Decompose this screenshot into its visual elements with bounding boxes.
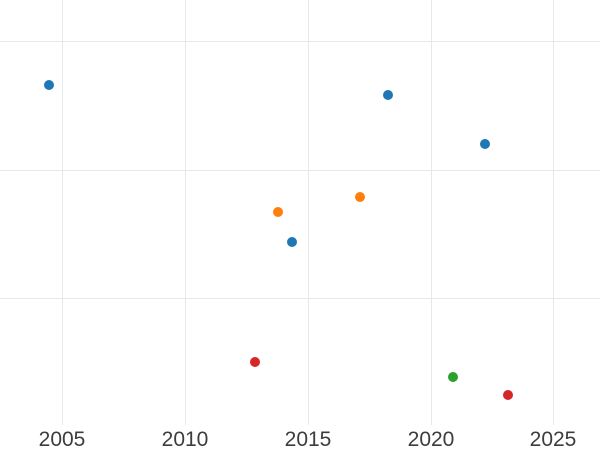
gridline-horizontal <box>0 170 600 171</box>
x-tick-label: 2015 <box>284 428 332 450</box>
gridline-vertical <box>62 0 63 425</box>
data-point-green <box>448 372 458 382</box>
gridline-vertical <box>431 0 432 425</box>
x-tick-label: 2010 <box>161 428 209 450</box>
data-point-red <box>250 357 260 367</box>
data-point-orange <box>273 207 283 217</box>
data-point-red <box>503 390 513 400</box>
data-point-blue <box>480 139 490 149</box>
data-point-blue <box>44 80 54 90</box>
data-point-blue <box>383 90 393 100</box>
gridline-horizontal <box>0 41 600 42</box>
x-tick-label: 2020 <box>407 428 455 450</box>
gridline-vertical <box>553 0 554 425</box>
gridline-horizontal <box>0 298 600 299</box>
gridline-vertical <box>308 0 309 425</box>
data-point-blue <box>287 237 297 247</box>
gridline-vertical <box>185 0 186 425</box>
x-tick-label: 2025 <box>529 428 577 450</box>
data-point-orange <box>355 192 365 202</box>
x-tick-label: 2005 <box>38 428 86 450</box>
